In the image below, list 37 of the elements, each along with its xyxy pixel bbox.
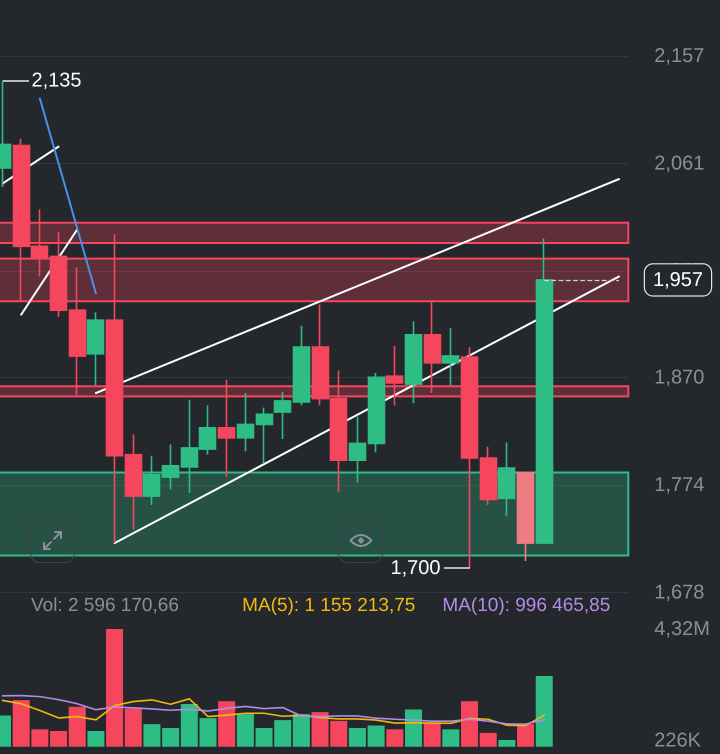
y-tick-label: 1,870 <box>654 366 704 388</box>
y-tick-label: 1,678 <box>654 581 704 604</box>
annotation: 2,135 <box>32 70 82 92</box>
y-tick-label: 1,774 <box>654 474 704 496</box>
ref-line-label: 1,957 <box>652 268 704 291</box>
candlestick <box>404 320 422 404</box>
bar <box>292 714 310 747</box>
y-tick-label: 4,32M <box>654 618 710 640</box>
y-tick-label: 2,061 <box>654 152 704 174</box>
candlestick <box>516 472 534 562</box>
bar <box>442 729 460 747</box>
bar <box>330 720 348 747</box>
bar <box>517 724 534 747</box>
candlestick <box>498 442 516 518</box>
bar <box>124 708 142 747</box>
bar <box>404 709 422 747</box>
bar <box>106 629 124 747</box>
candlestick <box>536 238 554 544</box>
text: MA(5): 1 155 213,75 <box>242 595 416 616</box>
text: MA(10): 996 465,85 <box>442 595 610 616</box>
bar <box>386 729 404 747</box>
bar <box>424 723 441 747</box>
bar <box>536 676 553 747</box>
bar <box>498 740 516 747</box>
bar <box>87 730 104 747</box>
candlestick <box>424 300 442 394</box>
bar <box>218 701 236 747</box>
bar <box>312 712 329 747</box>
candlestick <box>386 345 404 406</box>
bar <box>12 700 30 747</box>
y-tick-label: 2,157 <box>654 44 704 67</box>
text: Vol: 2 596 170,66 <box>31 595 179 616</box>
candlestick <box>442 327 460 386</box>
candlestick <box>86 312 104 386</box>
annotation: 1,700 <box>390 556 441 579</box>
y-tick-label: 226K <box>654 730 702 752</box>
candlestick <box>218 378 236 478</box>
